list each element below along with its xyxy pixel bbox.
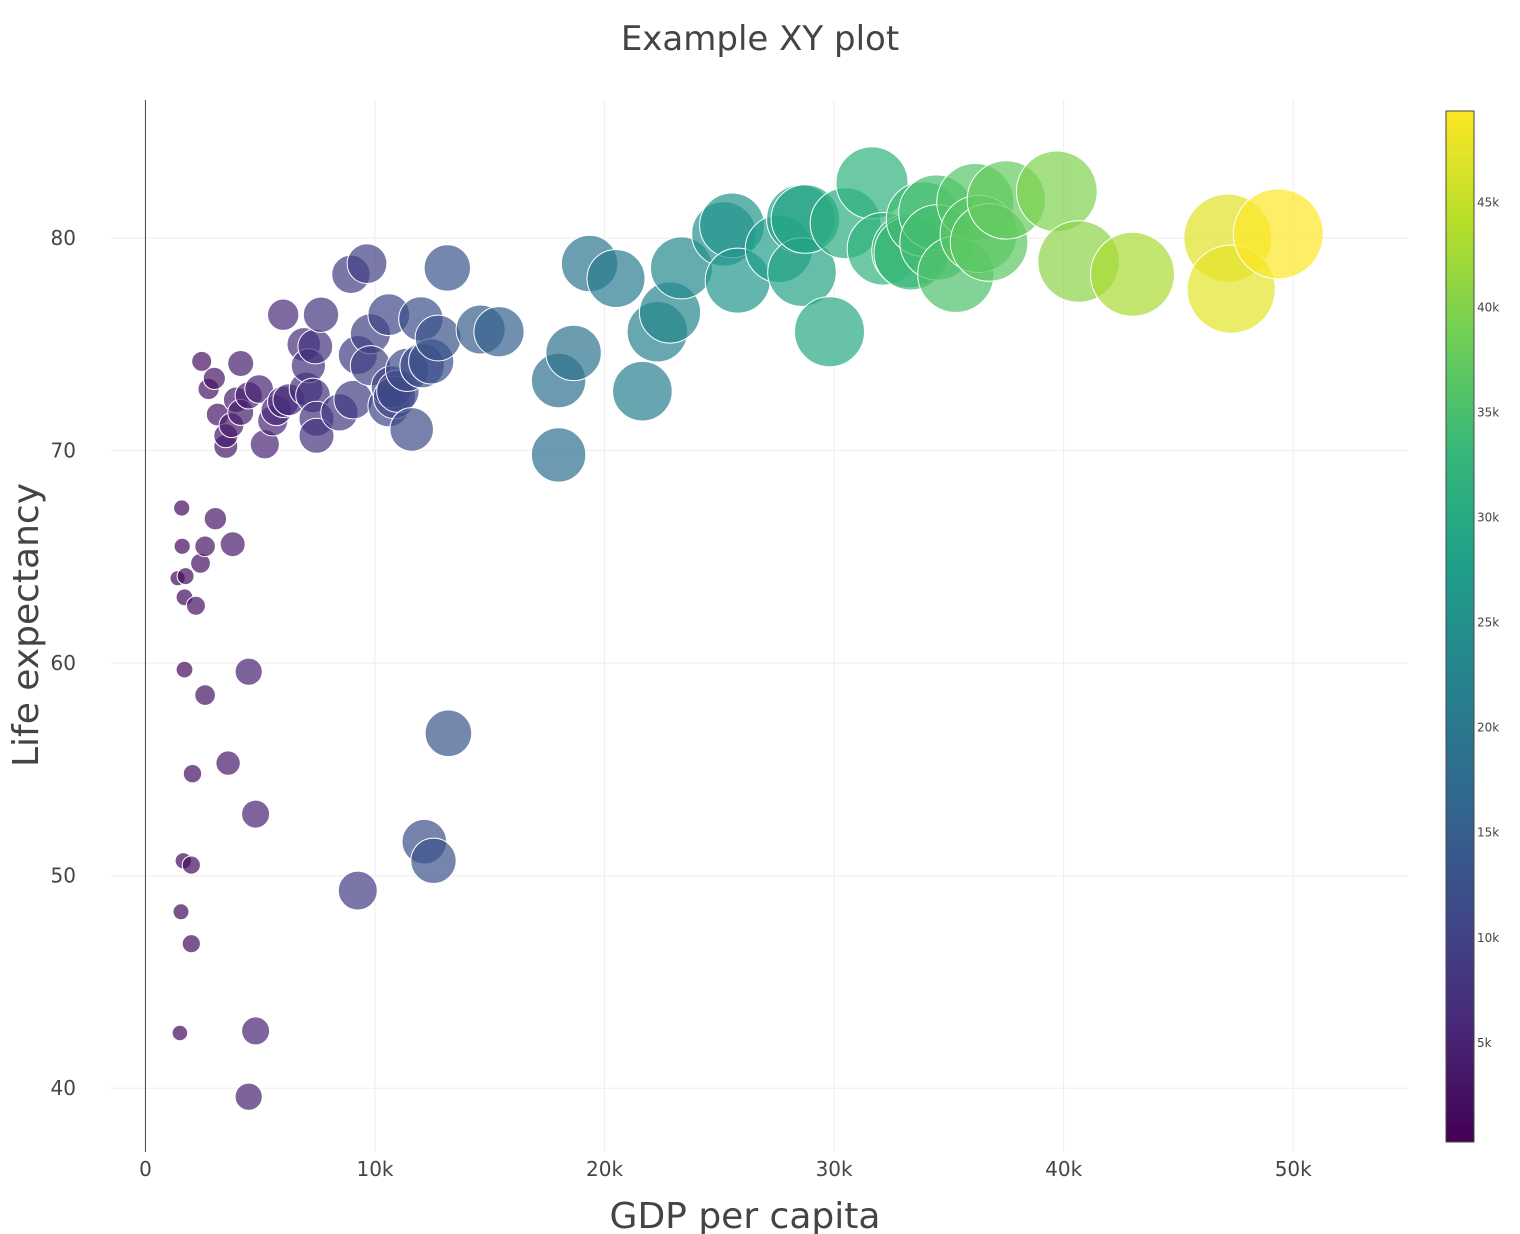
y-axis-title: Life expectancy [6,483,47,767]
colorbar-ticks: 5k 10k 15k 20k 25k 30k 35k 40k 45k [1477,196,1499,1050]
y-tick-label: 70 [51,439,76,463]
data-point[interactable] [219,531,246,558]
x-tick-label: 50k [1275,1157,1312,1181]
colorbar-tick-label: 10k [1477,931,1499,945]
colorbar-tick-label: 15k [1477,826,1499,840]
data-point[interactable] [215,750,241,776]
data-point[interactable] [234,657,263,686]
y-axis-ticks: 40 50 60 70 80 [51,226,76,1100]
y-tick-label: 60 [51,651,76,675]
colorbar-tick-label: 20k [1477,721,1499,735]
data-point[interactable] [203,507,228,531]
data-point[interactable] [1232,188,1324,280]
y-tick-label: 40 [51,1076,76,1100]
data-point[interactable] [612,360,673,422]
colorbar-gradient [1445,110,1475,1143]
data-point[interactable] [530,427,587,483]
data-points [169,146,1324,1111]
data-point[interactable] [227,350,255,377]
data-point[interactable] [473,306,525,358]
data-point[interactable] [1090,231,1175,317]
data-point[interactable] [173,537,191,555]
x-tick-label: 10k [356,1157,393,1181]
data-point[interactable] [241,799,271,829]
data-point[interactable] [414,314,462,362]
data-point[interactable] [234,1082,263,1111]
data-point[interactable] [173,499,191,517]
data-point[interactable] [410,837,457,884]
chart-title: Example XY plot [621,19,899,59]
x-tick-label: 20k [586,1157,623,1181]
data-point[interactable] [182,764,203,784]
data-point[interactable] [202,366,226,390]
data-point[interactable] [1015,150,1098,233]
y-tick-label: 50 [51,864,76,888]
data-point[interactable] [241,1016,271,1046]
data-point[interactable] [333,379,374,420]
data-point[interactable] [297,328,334,365]
data-point[interactable] [298,417,335,454]
data-point[interactable] [423,244,471,292]
colorbar-tick-label: 25k [1477,616,1499,630]
colorbar-tick-label: 35k [1477,406,1499,420]
data-point[interactable] [175,660,194,679]
data-point[interactable] [194,684,216,706]
x-tick-label: 30k [816,1157,853,1181]
colorbar: 5k 10k 15k 20k 25k 30k 35k 40k 45k [1445,110,1499,1143]
colorbar-tick-label: 40k [1477,301,1499,315]
data-point[interactable] [185,595,206,616]
colorbar-tick-label: 30k [1477,511,1499,525]
data-point[interactable] [181,855,201,875]
x-axis-title: GDP per capita [610,1196,881,1234]
colorbar-tick-label: 45k [1477,196,1499,210]
data-point[interactable] [545,324,602,382]
x-tick-label: 0 [139,1157,152,1181]
data-point[interactable] [424,709,473,758]
data-point[interactable] [794,296,865,368]
x-tick-label: 40k [1045,1157,1082,1181]
data-point[interactable] [171,1024,189,1042]
data-point[interactable] [194,535,216,558]
data-point[interactable] [586,249,646,308]
data-point[interactable] [172,903,190,921]
data-point[interactable] [346,243,388,285]
data-point[interactable] [191,350,213,372]
data-point[interactable] [267,298,300,331]
colorbar-tick-label: 5k [1477,1036,1492,1050]
x-axis-ticks: 0 10k 20k 30k 40k 50k [139,1157,1312,1181]
data-point[interactable] [176,567,195,586]
data-point[interactable] [302,296,340,333]
data-point[interactable] [337,870,378,911]
data-point[interactable] [181,934,201,954]
y-tick-label: 80 [51,226,76,250]
data-point[interactable] [389,407,435,452]
